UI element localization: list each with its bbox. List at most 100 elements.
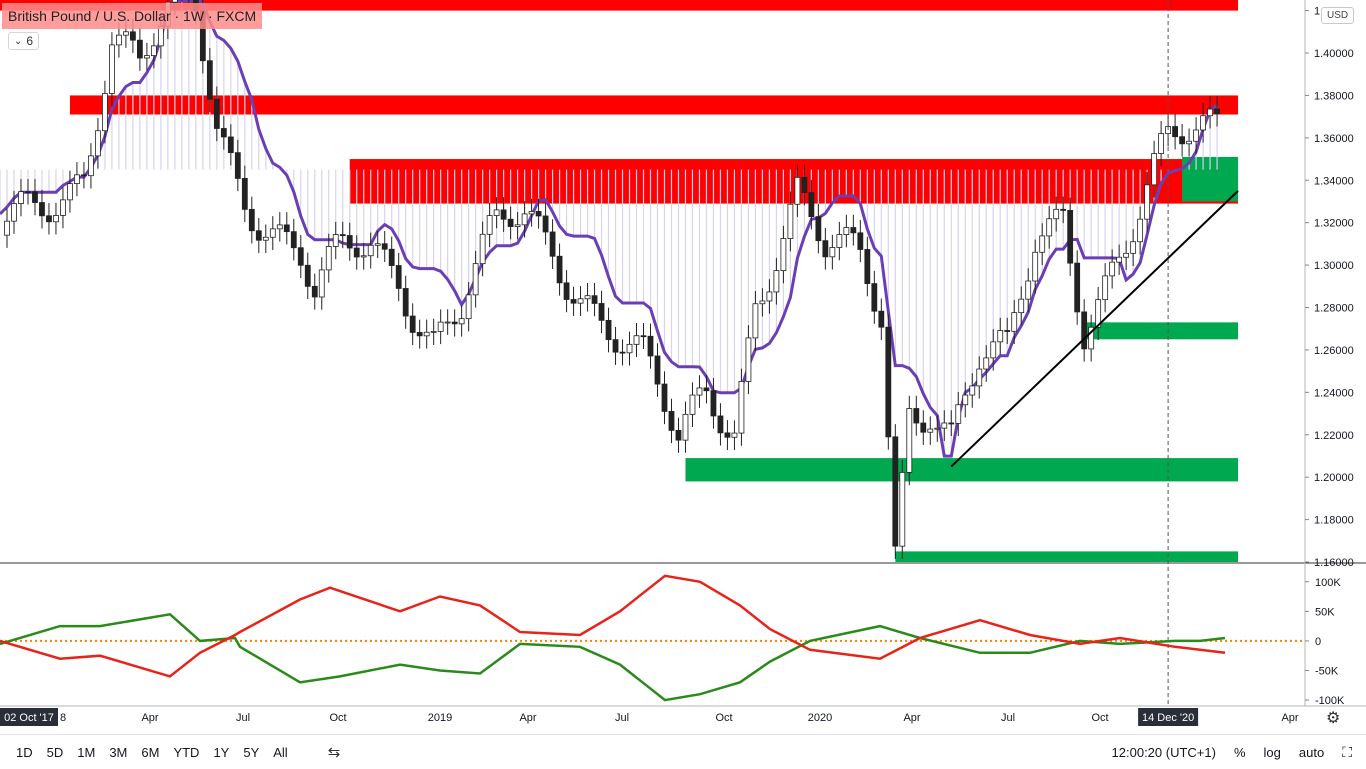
candle-body — [109, 44, 115, 94]
trendline — [950, 190, 1239, 468]
candle-body — [794, 176, 801, 205]
log-toggle[interactable]: log — [1263, 744, 1281, 760]
bottom-toolbar: 1D 5D 1M 3M 6M YTD 1Y 5Y All ⇆ 12:00:20 … — [0, 734, 1366, 769]
candle-body — [1004, 330, 1011, 332]
candle-body — [367, 244, 374, 257]
auto-toggle[interactable]: auto — [1298, 744, 1325, 760]
candle-body — [262, 236, 269, 241]
range-5y[interactable]: 5Y — [243, 744, 260, 760]
candle-body — [346, 235, 353, 249]
candle-body — [1088, 326, 1095, 350]
candle-body — [374, 243, 381, 246]
gear-icon[interactable]: ⚙ — [1326, 710, 1341, 727]
candle-body — [472, 263, 479, 296]
candle-body — [633, 335, 640, 345]
candle-body — [1130, 241, 1137, 254]
candle-body — [1011, 312, 1018, 332]
candle-body — [11, 203, 17, 222]
time-tick-label: Apr — [903, 712, 920, 724]
clock-readout[interactable]: 12:00:20 (UTC+1) — [1111, 744, 1216, 760]
range-all[interactable]: All — [273, 744, 288, 760]
candle-body — [1207, 108, 1213, 117]
oscillator-green-line — [0, 612, 1226, 702]
candle-body — [388, 248, 395, 266]
candle-body — [549, 231, 556, 257]
candle-body — [1067, 210, 1074, 264]
osc-tick-label: 0 — [1315, 636, 1321, 648]
range-1y[interactable]: 1Y — [213, 744, 230, 760]
candle-body — [759, 300, 766, 305]
range-ytd[interactable]: YTD — [173, 744, 200, 760]
candle-body — [514, 224, 521, 227]
candle-body — [612, 339, 619, 353]
candle-body — [626, 343, 633, 354]
start-date-label: 02 Oct '17 — [4, 712, 54, 724]
indicator-toggle[interactable]: ⌄ 6 — [8, 32, 40, 50]
candle-body — [570, 299, 577, 304]
candle-body — [731, 432, 738, 438]
candle-body — [39, 202, 45, 217]
candle-body — [311, 285, 318, 298]
candle-body — [451, 321, 458, 325]
range-1m[interactable]: 1M — [77, 744, 96, 760]
time-tick-label: Jul — [1001, 712, 1015, 724]
currency-badge[interactable]: USD — [1321, 7, 1355, 24]
candle-body — [395, 265, 402, 289]
time-tick-label: Jul — [236, 712, 250, 724]
chart-legend: British Pound / U.S. Dollar · 1W · FXCM — [2, 3, 263, 29]
range-6m[interactable]: 6M — [141, 744, 160, 760]
candle-body — [1151, 153, 1158, 186]
time-tick-label: Oct — [1091, 712, 1108, 724]
candle-body — [1018, 298, 1025, 314]
candle-body — [290, 231, 297, 249]
candle-body — [60, 199, 66, 216]
range-5d[interactable]: 5D — [46, 744, 64, 760]
range-3m[interactable]: 3M — [109, 744, 128, 760]
candle-body — [1179, 136, 1185, 145]
candle-body — [318, 269, 325, 298]
candle-body — [668, 411, 675, 431]
price-tick-label: 1.20000 — [1314, 472, 1354, 484]
candle-body — [962, 394, 969, 406]
candle-body — [116, 34, 122, 46]
candle-body — [829, 247, 836, 258]
time-tick-label: Oct — [329, 712, 346, 724]
candle-body — [136, 39, 143, 59]
candle-body — [1116, 256, 1123, 263]
oscillator-red-line — [0, 574, 1226, 678]
candle-body — [1137, 218, 1144, 243]
fullscreen-icon[interactable]: ⛶ — [1342, 743, 1352, 760]
zone-support-6 — [895, 551, 1239, 562]
price-tick-label: 1.18000 — [1314, 515, 1354, 527]
candle-body — [808, 192, 815, 218]
candle-body — [150, 45, 157, 57]
candle-body — [486, 215, 493, 235]
date-range-icon[interactable]: ⇆ — [327, 744, 341, 761]
percent-toggle[interactable]: % — [1233, 744, 1246, 760]
indicator-count: 6 — [26, 34, 34, 48]
candle-body — [269, 228, 276, 238]
candle-body — [521, 213, 528, 226]
candle-body — [102, 93, 108, 132]
start-date-badge — [0, 708, 58, 726]
candle-body — [25, 191, 31, 194]
candle-body — [206, 60, 213, 100]
candle-body — [332, 234, 339, 247]
candle-body — [710, 390, 717, 417]
candle-body — [444, 321, 451, 324]
chevron-down-icon: ⌄ — [14, 35, 23, 47]
candle-body — [682, 413, 689, 441]
candle-body — [647, 335, 654, 357]
candle-body — [745, 337, 752, 382]
zone-support-4 — [1084, 322, 1239, 340]
price-tick-label: 1.22000 — [1314, 430, 1354, 442]
candle-body — [276, 224, 283, 230]
price-chart[interactable]: 1.420001.400001.380001.360001.340001.320… — [0, 0, 1366, 734]
crosshair-date-badge — [1138, 708, 1199, 726]
candle-body — [1144, 184, 1151, 220]
price-tick-label: 1.36000 — [1314, 133, 1354, 145]
range-1d[interactable]: 1D — [16, 744, 33, 760]
candle-body — [74, 174, 80, 184]
time-tick-label: Apr — [141, 712, 158, 724]
candle-body — [18, 191, 24, 204]
